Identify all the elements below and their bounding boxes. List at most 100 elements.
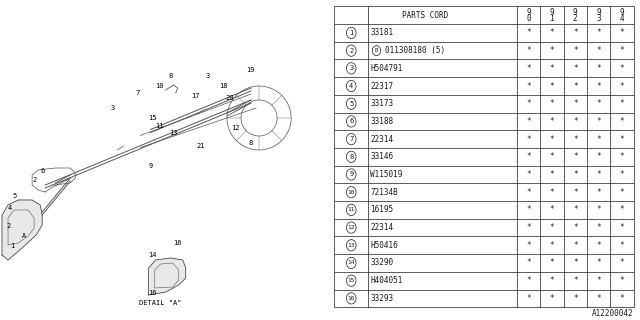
Text: *: *	[620, 205, 624, 214]
Text: *: *	[550, 170, 554, 179]
Text: *: *	[596, 241, 601, 250]
Text: 7: 7	[349, 136, 353, 142]
Text: DETAIL "A": DETAIL "A"	[138, 300, 181, 306]
Text: *: *	[573, 205, 577, 214]
Text: 22314: 22314	[370, 223, 393, 232]
Text: *: *	[620, 82, 624, 91]
Text: 5: 5	[349, 101, 353, 107]
Text: *: *	[620, 152, 624, 161]
Text: *: *	[596, 28, 601, 37]
Text: *: *	[526, 99, 531, 108]
Text: 10: 10	[348, 190, 355, 195]
Text: *: *	[596, 99, 601, 108]
Text: 16: 16	[173, 240, 181, 246]
Text: 011308180 (5): 011308180 (5)	[385, 46, 445, 55]
Text: *: *	[550, 152, 554, 161]
Text: 3: 3	[596, 14, 601, 23]
Text: *: *	[573, 99, 577, 108]
Text: 9: 9	[550, 8, 554, 17]
Text: *: *	[550, 259, 554, 268]
Text: *: *	[596, 46, 601, 55]
Text: 13: 13	[348, 243, 355, 248]
Text: *: *	[596, 82, 601, 91]
Text: *: *	[620, 64, 624, 73]
Text: *: *	[526, 276, 531, 285]
Polygon shape	[148, 258, 186, 295]
Text: 9: 9	[596, 8, 601, 17]
Text: 8: 8	[249, 140, 253, 146]
Text: *: *	[526, 170, 531, 179]
Text: *: *	[620, 259, 624, 268]
Text: 33173: 33173	[370, 99, 393, 108]
Text: *: *	[550, 28, 554, 37]
Text: 19: 19	[246, 67, 255, 73]
Text: *: *	[596, 117, 601, 126]
Text: *: *	[550, 205, 554, 214]
Text: 11: 11	[348, 207, 355, 212]
Text: 8: 8	[169, 73, 173, 79]
Text: *: *	[596, 170, 601, 179]
Text: *: *	[596, 223, 601, 232]
Text: 9: 9	[526, 8, 531, 17]
Text: *: *	[550, 294, 554, 303]
Text: *: *	[526, 28, 531, 37]
Text: 4: 4	[349, 83, 353, 89]
Text: A: A	[22, 233, 26, 239]
Text: 72134B: 72134B	[370, 188, 398, 197]
Text: *: *	[526, 152, 531, 161]
Text: *: *	[526, 46, 531, 55]
Text: 12: 12	[231, 125, 239, 131]
Text: 1: 1	[550, 14, 554, 23]
Text: 4: 4	[620, 14, 624, 23]
Text: *: *	[550, 64, 554, 73]
Text: 10: 10	[156, 83, 164, 89]
Text: *: *	[573, 241, 577, 250]
Text: 2: 2	[349, 48, 353, 54]
Text: 2: 2	[32, 177, 36, 183]
Text: *: *	[526, 205, 531, 214]
Text: 5: 5	[12, 193, 16, 199]
Text: *: *	[620, 28, 624, 37]
Text: W115019: W115019	[370, 170, 403, 179]
Text: 9: 9	[620, 8, 624, 17]
Text: 9: 9	[148, 163, 153, 169]
Text: 2: 2	[573, 14, 577, 23]
Text: *: *	[596, 135, 601, 144]
Text: *: *	[573, 276, 577, 285]
Text: A12200042: A12200042	[592, 309, 634, 318]
Text: *: *	[526, 135, 531, 144]
Text: 20: 20	[226, 95, 234, 101]
Text: *: *	[573, 152, 577, 161]
Text: 7: 7	[136, 90, 140, 96]
Text: *: *	[596, 152, 601, 161]
Text: H50416: H50416	[370, 241, 398, 250]
Text: *: *	[620, 294, 624, 303]
Text: *: *	[620, 135, 624, 144]
Polygon shape	[2, 200, 42, 260]
Text: *: *	[550, 117, 554, 126]
Text: *: *	[526, 82, 531, 91]
Text: *: *	[620, 99, 624, 108]
Text: 17: 17	[191, 93, 199, 99]
Text: *: *	[573, 170, 577, 179]
Text: 3: 3	[349, 65, 353, 71]
Text: *: *	[573, 223, 577, 232]
Text: 8: 8	[349, 154, 353, 160]
Text: *: *	[550, 276, 554, 285]
Text: *: *	[526, 223, 531, 232]
Text: 4: 4	[8, 205, 12, 211]
Text: *: *	[596, 276, 601, 285]
Text: 16: 16	[148, 290, 157, 296]
Text: *: *	[526, 64, 531, 73]
Text: 33146: 33146	[370, 152, 393, 161]
Text: *: *	[550, 188, 554, 197]
Text: 0: 0	[526, 14, 531, 23]
Text: 18: 18	[219, 83, 227, 89]
Text: *: *	[596, 205, 601, 214]
Text: *: *	[573, 294, 577, 303]
Text: *: *	[550, 223, 554, 232]
Text: 9: 9	[349, 172, 353, 178]
Text: *: *	[550, 135, 554, 144]
Text: *: *	[573, 82, 577, 91]
Text: *: *	[526, 294, 531, 303]
